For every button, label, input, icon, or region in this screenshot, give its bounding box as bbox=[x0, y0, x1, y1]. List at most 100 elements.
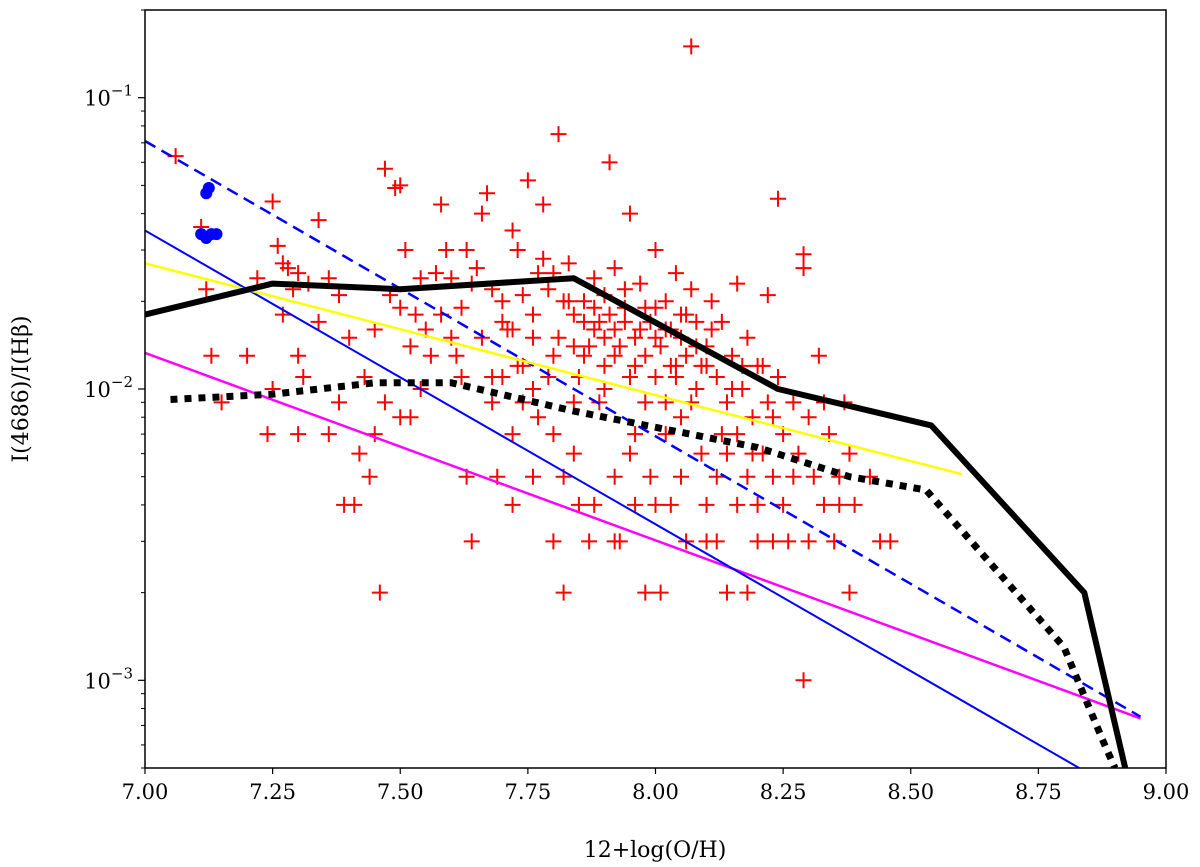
data-point bbox=[616, 281, 633, 298]
data-point bbox=[678, 347, 695, 364]
data-point bbox=[545, 426, 562, 443]
data-point bbox=[433, 196, 450, 213]
line-blue-dashed bbox=[145, 139, 1142, 718]
x-axis-label: 12+log(O/H) bbox=[584, 838, 727, 863]
data-point bbox=[795, 260, 812, 277]
data-point bbox=[504, 496, 521, 513]
data-point bbox=[249, 270, 266, 287]
data-point bbox=[749, 496, 766, 513]
data-point bbox=[198, 281, 215, 298]
data-point bbox=[290, 347, 307, 364]
data-point bbox=[795, 672, 812, 689]
data-point bbox=[259, 426, 276, 443]
plot-area bbox=[145, 38, 1142, 768]
data-point bbox=[504, 426, 521, 443]
data-point bbox=[504, 321, 521, 338]
data-point bbox=[662, 357, 679, 374]
data-point bbox=[407, 306, 424, 323]
y-tick-label: 10−2 bbox=[84, 373, 133, 402]
data-point bbox=[718, 394, 735, 411]
data-point bbox=[683, 281, 700, 298]
data-point bbox=[540, 368, 557, 385]
data-point bbox=[341, 329, 358, 346]
blue-data-point bbox=[202, 181, 215, 194]
data-point bbox=[545, 533, 562, 550]
data-point bbox=[647, 368, 664, 385]
data-point bbox=[647, 496, 664, 513]
data-point bbox=[484, 394, 501, 411]
data-point bbox=[576, 347, 593, 364]
x-tick-label: 8.25 bbox=[760, 780, 807, 804]
data-point bbox=[652, 584, 669, 601]
data-point bbox=[555, 584, 572, 601]
data-point bbox=[805, 468, 822, 485]
data-point bbox=[657, 293, 674, 310]
data-point bbox=[770, 368, 787, 385]
data-point bbox=[524, 306, 541, 323]
data-point bbox=[524, 329, 541, 346]
data-point bbox=[688, 381, 705, 397]
data-point bbox=[586, 270, 603, 287]
data-point bbox=[698, 533, 715, 550]
y-axis-label: I(4686)/I(Hβ) bbox=[9, 315, 34, 462]
x-tick-label: 9.00 bbox=[1143, 780, 1190, 804]
line-blue-solid bbox=[145, 229, 1080, 768]
data-point bbox=[427, 265, 444, 282]
line-black-dotted bbox=[170, 379, 1119, 768]
data-point bbox=[550, 126, 567, 143]
data-point bbox=[606, 260, 623, 277]
data-point bbox=[703, 321, 720, 338]
data-point bbox=[652, 338, 669, 355]
data-point bbox=[264, 193, 281, 210]
data-point bbox=[330, 394, 347, 411]
x-tick-label: 8.00 bbox=[632, 780, 679, 804]
blue-data-point bbox=[200, 231, 213, 244]
data-point bbox=[718, 584, 735, 601]
data-point bbox=[376, 160, 393, 177]
data-point bbox=[203, 347, 220, 364]
data-point bbox=[764, 409, 781, 426]
data-point bbox=[279, 260, 296, 277]
data-point bbox=[841, 445, 858, 462]
data-point bbox=[473, 329, 490, 346]
data-point bbox=[504, 222, 521, 239]
data-point bbox=[708, 368, 725, 385]
data-point bbox=[295, 368, 312, 385]
data-point bbox=[320, 426, 337, 443]
data-point bbox=[739, 584, 756, 601]
data-point bbox=[790, 445, 807, 462]
data-point bbox=[514, 287, 531, 304]
data-point bbox=[524, 468, 541, 485]
data-point bbox=[647, 242, 664, 259]
data-point bbox=[637, 299, 654, 316]
data-point bbox=[770, 190, 787, 207]
data-point bbox=[606, 347, 623, 364]
data-point bbox=[708, 468, 725, 485]
data-point bbox=[290, 265, 307, 282]
data-point bbox=[831, 496, 848, 513]
data-point bbox=[800, 533, 817, 550]
data-point bbox=[545, 347, 562, 364]
data-point bbox=[739, 468, 756, 485]
data-point bbox=[596, 381, 613, 397]
data-point bbox=[667, 368, 684, 385]
data-point bbox=[565, 338, 582, 355]
data-point bbox=[448, 347, 465, 364]
data-point bbox=[810, 347, 827, 364]
data-point bbox=[621, 205, 638, 222]
data-point bbox=[356, 368, 373, 385]
data-point bbox=[392, 177, 409, 194]
data-point bbox=[361, 468, 378, 485]
blue-data-point bbox=[210, 228, 223, 241]
data-point bbox=[524, 381, 541, 397]
x-tick-label: 7.50 bbox=[377, 780, 424, 804]
data-point bbox=[330, 287, 347, 304]
data-point bbox=[632, 321, 649, 338]
data-point bbox=[473, 205, 490, 222]
data-point bbox=[698, 357, 715, 374]
data-point bbox=[576, 293, 593, 310]
data-point bbox=[673, 468, 690, 485]
data-point bbox=[693, 445, 710, 462]
data-point bbox=[632, 275, 649, 292]
